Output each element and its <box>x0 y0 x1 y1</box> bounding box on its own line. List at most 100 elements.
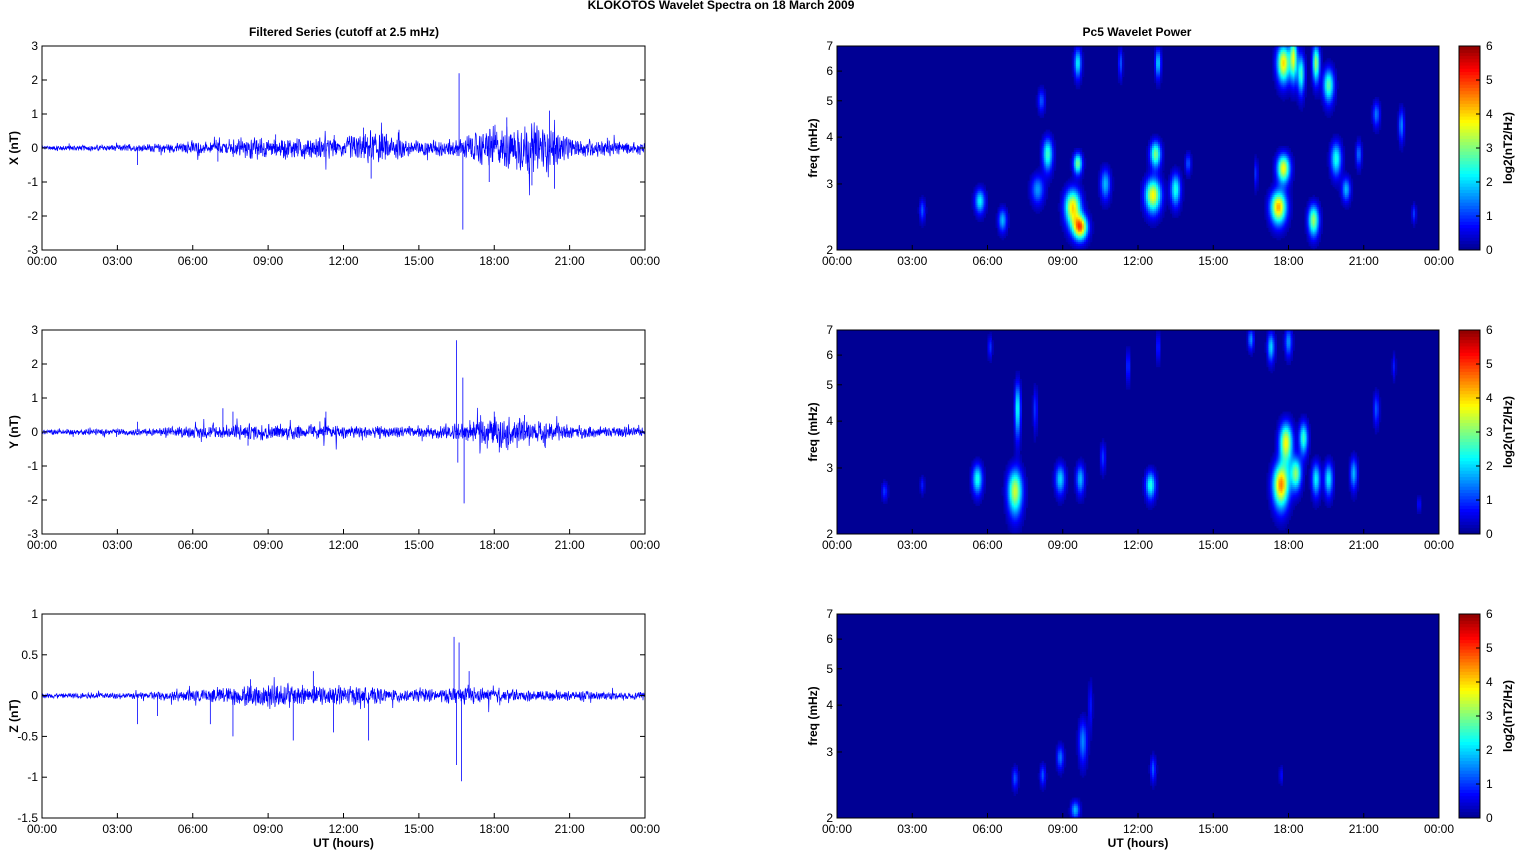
heatmap-cell <box>1284 62 1287 65</box>
heatmap-cell <box>1049 152 1053 155</box>
heatmap-cell <box>1005 213 1008 216</box>
heatmap-cell <box>1091 227 1095 230</box>
heatmap-cell <box>1067 219 1071 222</box>
heatmap-cell <box>1148 180 1151 184</box>
heatmap-cell <box>1250 348 1253 351</box>
heatmap-cell <box>1125 360 1129 364</box>
heatmap-cell <box>1288 160 1291 163</box>
heatmap-cell <box>1312 46 1315 49</box>
heatmap-cell <box>1083 207 1087 210</box>
heatmap-cell <box>1318 82 1322 86</box>
heatmap-cell <box>1282 338 1285 341</box>
heatmap-cell <box>1152 196 1155 200</box>
heatmap-cell <box>1172 178 1175 182</box>
heatmap-cell <box>1282 68 1285 71</box>
heatmap-cell <box>1045 131 1049 135</box>
heatmap-cell <box>1029 194 1033 198</box>
heatmap-cell <box>1340 141 1344 145</box>
heatmap-cell <box>1274 158 1277 161</box>
heatmap-cell <box>1079 50 1083 53</box>
heatmap-cell <box>1328 164 1332 167</box>
heatmap-cell <box>1168 194 1171 198</box>
heatmap-cell <box>1172 196 1175 200</box>
heatmap-cell <box>1346 180 1350 184</box>
heatmap-cell <box>971 203 974 206</box>
heatmap-cell <box>1312 76 1315 80</box>
heatmap-cell <box>1314 68 1317 71</box>
heatmap-cell <box>1001 213 1004 216</box>
heatmap-cell <box>1164 184 1167 188</box>
heatmap-cell <box>1053 162 1057 165</box>
heatmap-cell <box>1170 170 1173 173</box>
heatmap-cell <box>1109 186 1113 190</box>
heatmap-cell <box>1085 241 1089 245</box>
heatmap-cell <box>1081 219 1085 222</box>
heatmap-cell <box>1079 68 1083 71</box>
heatmap-cell <box>1160 58 1163 61</box>
heatmap-cell <box>1284 219 1287 222</box>
colorbar-swatch <box>1459 151 1480 155</box>
heatmap-cell <box>1071 227 1075 230</box>
heatmap-cell <box>1376 113 1380 116</box>
heatmap-cell <box>977 192 980 196</box>
heatmap-cell <box>1316 94 1319 98</box>
heatmap-cell <box>1288 86 1291 90</box>
heatmap-cell <box>1280 178 1283 182</box>
heatmap-cell <box>1172 168 1175 171</box>
heatmap-cell <box>1334 174 1338 177</box>
heatmap-cell <box>1109 190 1113 194</box>
heatmap-cell <box>1031 176 1035 179</box>
heatmap-cell <box>1290 358 1293 361</box>
heatmap-cell <box>1402 115 1406 118</box>
heatmap-cell <box>1146 178 1149 182</box>
heatmap-cell <box>1292 76 1295 80</box>
heatmap-cell <box>1282 229 1285 233</box>
heatmap-cell <box>1172 176 1175 179</box>
heatmap-cell <box>1041 182 1045 186</box>
heatmap-cell <box>1158 209 1161 212</box>
heatmap-cell <box>1069 194 1073 198</box>
heatmap-cell <box>1178 186 1181 190</box>
heatmap-cell <box>1390 366 1394 370</box>
heatmap-cell <box>1160 78 1163 82</box>
heatmap-cell <box>1069 215 1073 218</box>
heatmap-cell <box>1360 162 1364 165</box>
heatmap-cell <box>1284 46 1287 49</box>
heatmap-cell <box>979 199 982 202</box>
heatmap-cell <box>1346 196 1350 200</box>
heatmap-cell <box>1246 340 1249 343</box>
heatmap-cell <box>1033 391 1037 394</box>
heatmap-cell <box>1312 56 1315 59</box>
colorbar-swatch <box>1459 179 1480 184</box>
heatmap-cell <box>1003 207 1006 210</box>
heatmap-cell <box>1069 196 1073 200</box>
heatmap-cell <box>1276 235 1279 239</box>
heatmap-cell <box>1083 233 1087 237</box>
heatmap-cell <box>1402 123 1406 126</box>
heatmap-cell <box>1158 192 1161 196</box>
colorbar-swatch <box>1459 52 1480 57</box>
heatmap-cell <box>1069 180 1073 184</box>
heatmap-cell <box>1105 186 1109 190</box>
heatmap-cell <box>1160 72 1163 75</box>
heatmap-cell <box>1075 168 1079 171</box>
heatmap-cell <box>1400 103 1404 106</box>
heatmap-cell <box>1314 62 1317 65</box>
heatmap-cell <box>1152 166 1155 169</box>
heatmap-cell <box>1250 340 1253 343</box>
heatmap-cell <box>977 205 980 208</box>
heatmap-cell <box>1158 80 1161 84</box>
heatmap-cell <box>1292 70 1295 73</box>
heatmap-cell <box>973 205 976 208</box>
heatmap-cell <box>1292 80 1295 84</box>
heatmap-cell <box>1414 215 1418 218</box>
heatmap-cell <box>1081 245 1085 249</box>
heatmap-cell <box>1079 199 1083 202</box>
heatmap-cell <box>1067 184 1071 188</box>
heatmap-cell <box>987 338 990 341</box>
colorbar-swatch <box>1459 246 1480 251</box>
heatmap-cell <box>1075 54 1079 57</box>
heatmap-cell <box>1328 97 1332 100</box>
heatmap-cell <box>1284 346 1287 349</box>
heatmap-cell <box>1152 190 1155 194</box>
